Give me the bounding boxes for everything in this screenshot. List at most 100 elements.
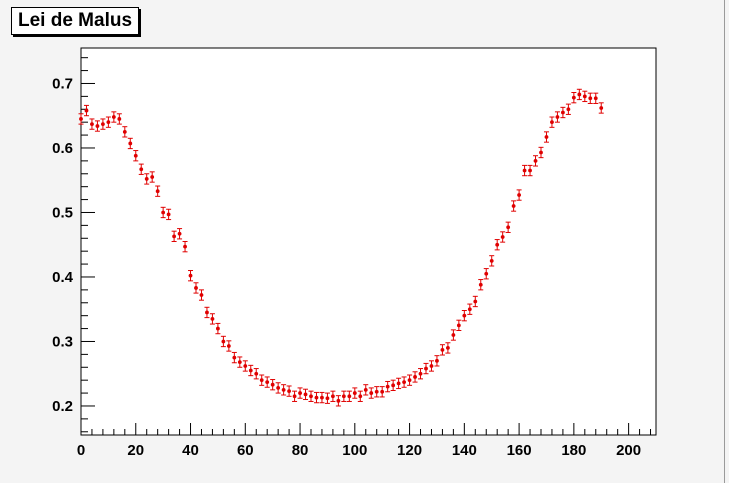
data-point <box>522 164 528 177</box>
data-point <box>368 387 374 399</box>
data-point <box>193 282 199 294</box>
data-marker <box>588 96 593 101</box>
data-marker <box>341 394 346 399</box>
x-tick-label: 120 <box>397 442 422 459</box>
data-point <box>456 319 462 332</box>
data-point <box>319 391 325 404</box>
y-tick-label: 0.5 <box>52 204 73 221</box>
data-marker <box>489 258 494 263</box>
x-tick-label: 200 <box>616 442 641 459</box>
data-point <box>500 231 506 243</box>
data-marker <box>79 117 83 121</box>
data-point <box>341 390 347 402</box>
x-tick-label: 0 <box>77 442 85 459</box>
data-marker <box>270 382 275 387</box>
data-marker <box>582 94 587 99</box>
data-marker <box>150 175 155 179</box>
data-point <box>538 146 544 159</box>
data-point <box>248 364 254 377</box>
data-marker <box>391 383 396 388</box>
data-point <box>226 340 232 352</box>
data-point <box>182 241 188 253</box>
data-point <box>215 322 221 335</box>
data-marker <box>347 394 352 399</box>
data-marker <box>440 347 445 352</box>
data-marker <box>287 389 291 394</box>
data-point <box>560 106 566 119</box>
data-marker <box>216 326 220 331</box>
data-point <box>582 90 588 103</box>
data-marker <box>161 210 166 215</box>
data-marker <box>599 106 604 110</box>
data-point <box>434 355 440 367</box>
data-marker <box>111 115 116 119</box>
y-tick-label: 0.3 <box>52 333 73 350</box>
canvas-border <box>724 0 725 483</box>
data-marker <box>506 225 511 230</box>
x-tick-label: 140 <box>452 442 477 459</box>
x-tick-label: 20 <box>127 442 144 459</box>
data-marker <box>128 141 133 146</box>
data-point <box>264 376 270 388</box>
data-marker <box>314 395 319 400</box>
data-marker <box>429 364 434 368</box>
data-point <box>149 171 155 183</box>
data-marker <box>511 204 516 208</box>
data-point <box>467 303 473 315</box>
data-point <box>445 342 451 354</box>
data-point <box>565 103 571 115</box>
data-marker <box>446 346 450 350</box>
data-marker <box>462 313 467 318</box>
data-point <box>461 310 467 322</box>
data-point <box>303 388 309 401</box>
data-marker <box>221 339 226 344</box>
data-marker <box>226 344 231 348</box>
data-marker <box>248 368 253 373</box>
data-point <box>396 377 402 390</box>
data-point <box>275 382 281 394</box>
data-point <box>505 221 511 233</box>
data-point <box>554 111 560 123</box>
x-tick-label: 180 <box>561 442 586 459</box>
data-marker <box>484 271 489 276</box>
data-point <box>439 344 445 356</box>
data-marker <box>380 389 385 394</box>
data-point <box>171 230 177 242</box>
plot-frame <box>80 47 657 436</box>
data-marker <box>303 392 308 397</box>
data-marker <box>281 387 286 392</box>
data-point <box>144 173 150 185</box>
data-marker <box>117 117 122 121</box>
data-point <box>418 368 424 380</box>
data-point <box>155 185 161 197</box>
data-marker <box>571 95 576 100</box>
data-point <box>198 289 204 301</box>
data-point <box>100 118 106 130</box>
data-marker <box>363 387 368 392</box>
data-marker <box>232 355 237 360</box>
data-point <box>543 131 549 143</box>
data-marker <box>495 242 500 247</box>
chart-title: Lei de Malus <box>11 7 140 35</box>
data-marker <box>199 293 204 297</box>
data-point <box>127 137 133 150</box>
data-point <box>516 189 522 201</box>
data-point <box>407 374 413 386</box>
data-marker <box>292 394 297 399</box>
y-tick-label: 0.4 <box>52 269 74 286</box>
data-marker <box>451 333 456 337</box>
data-point <box>450 329 456 341</box>
data-marker <box>456 323 461 328</box>
data-marker <box>166 212 171 217</box>
data-marker <box>396 381 401 386</box>
data-marker <box>106 120 111 125</box>
data-point <box>160 206 166 219</box>
y-tick-label: 0.2 <box>52 398 73 415</box>
x-tick-label: 40 <box>182 442 199 459</box>
data-marker <box>550 120 554 125</box>
data-marker <box>259 378 264 383</box>
data-marker <box>467 307 472 312</box>
data-marker <box>298 391 302 395</box>
data-point <box>549 116 555 128</box>
data-point <box>401 376 407 388</box>
